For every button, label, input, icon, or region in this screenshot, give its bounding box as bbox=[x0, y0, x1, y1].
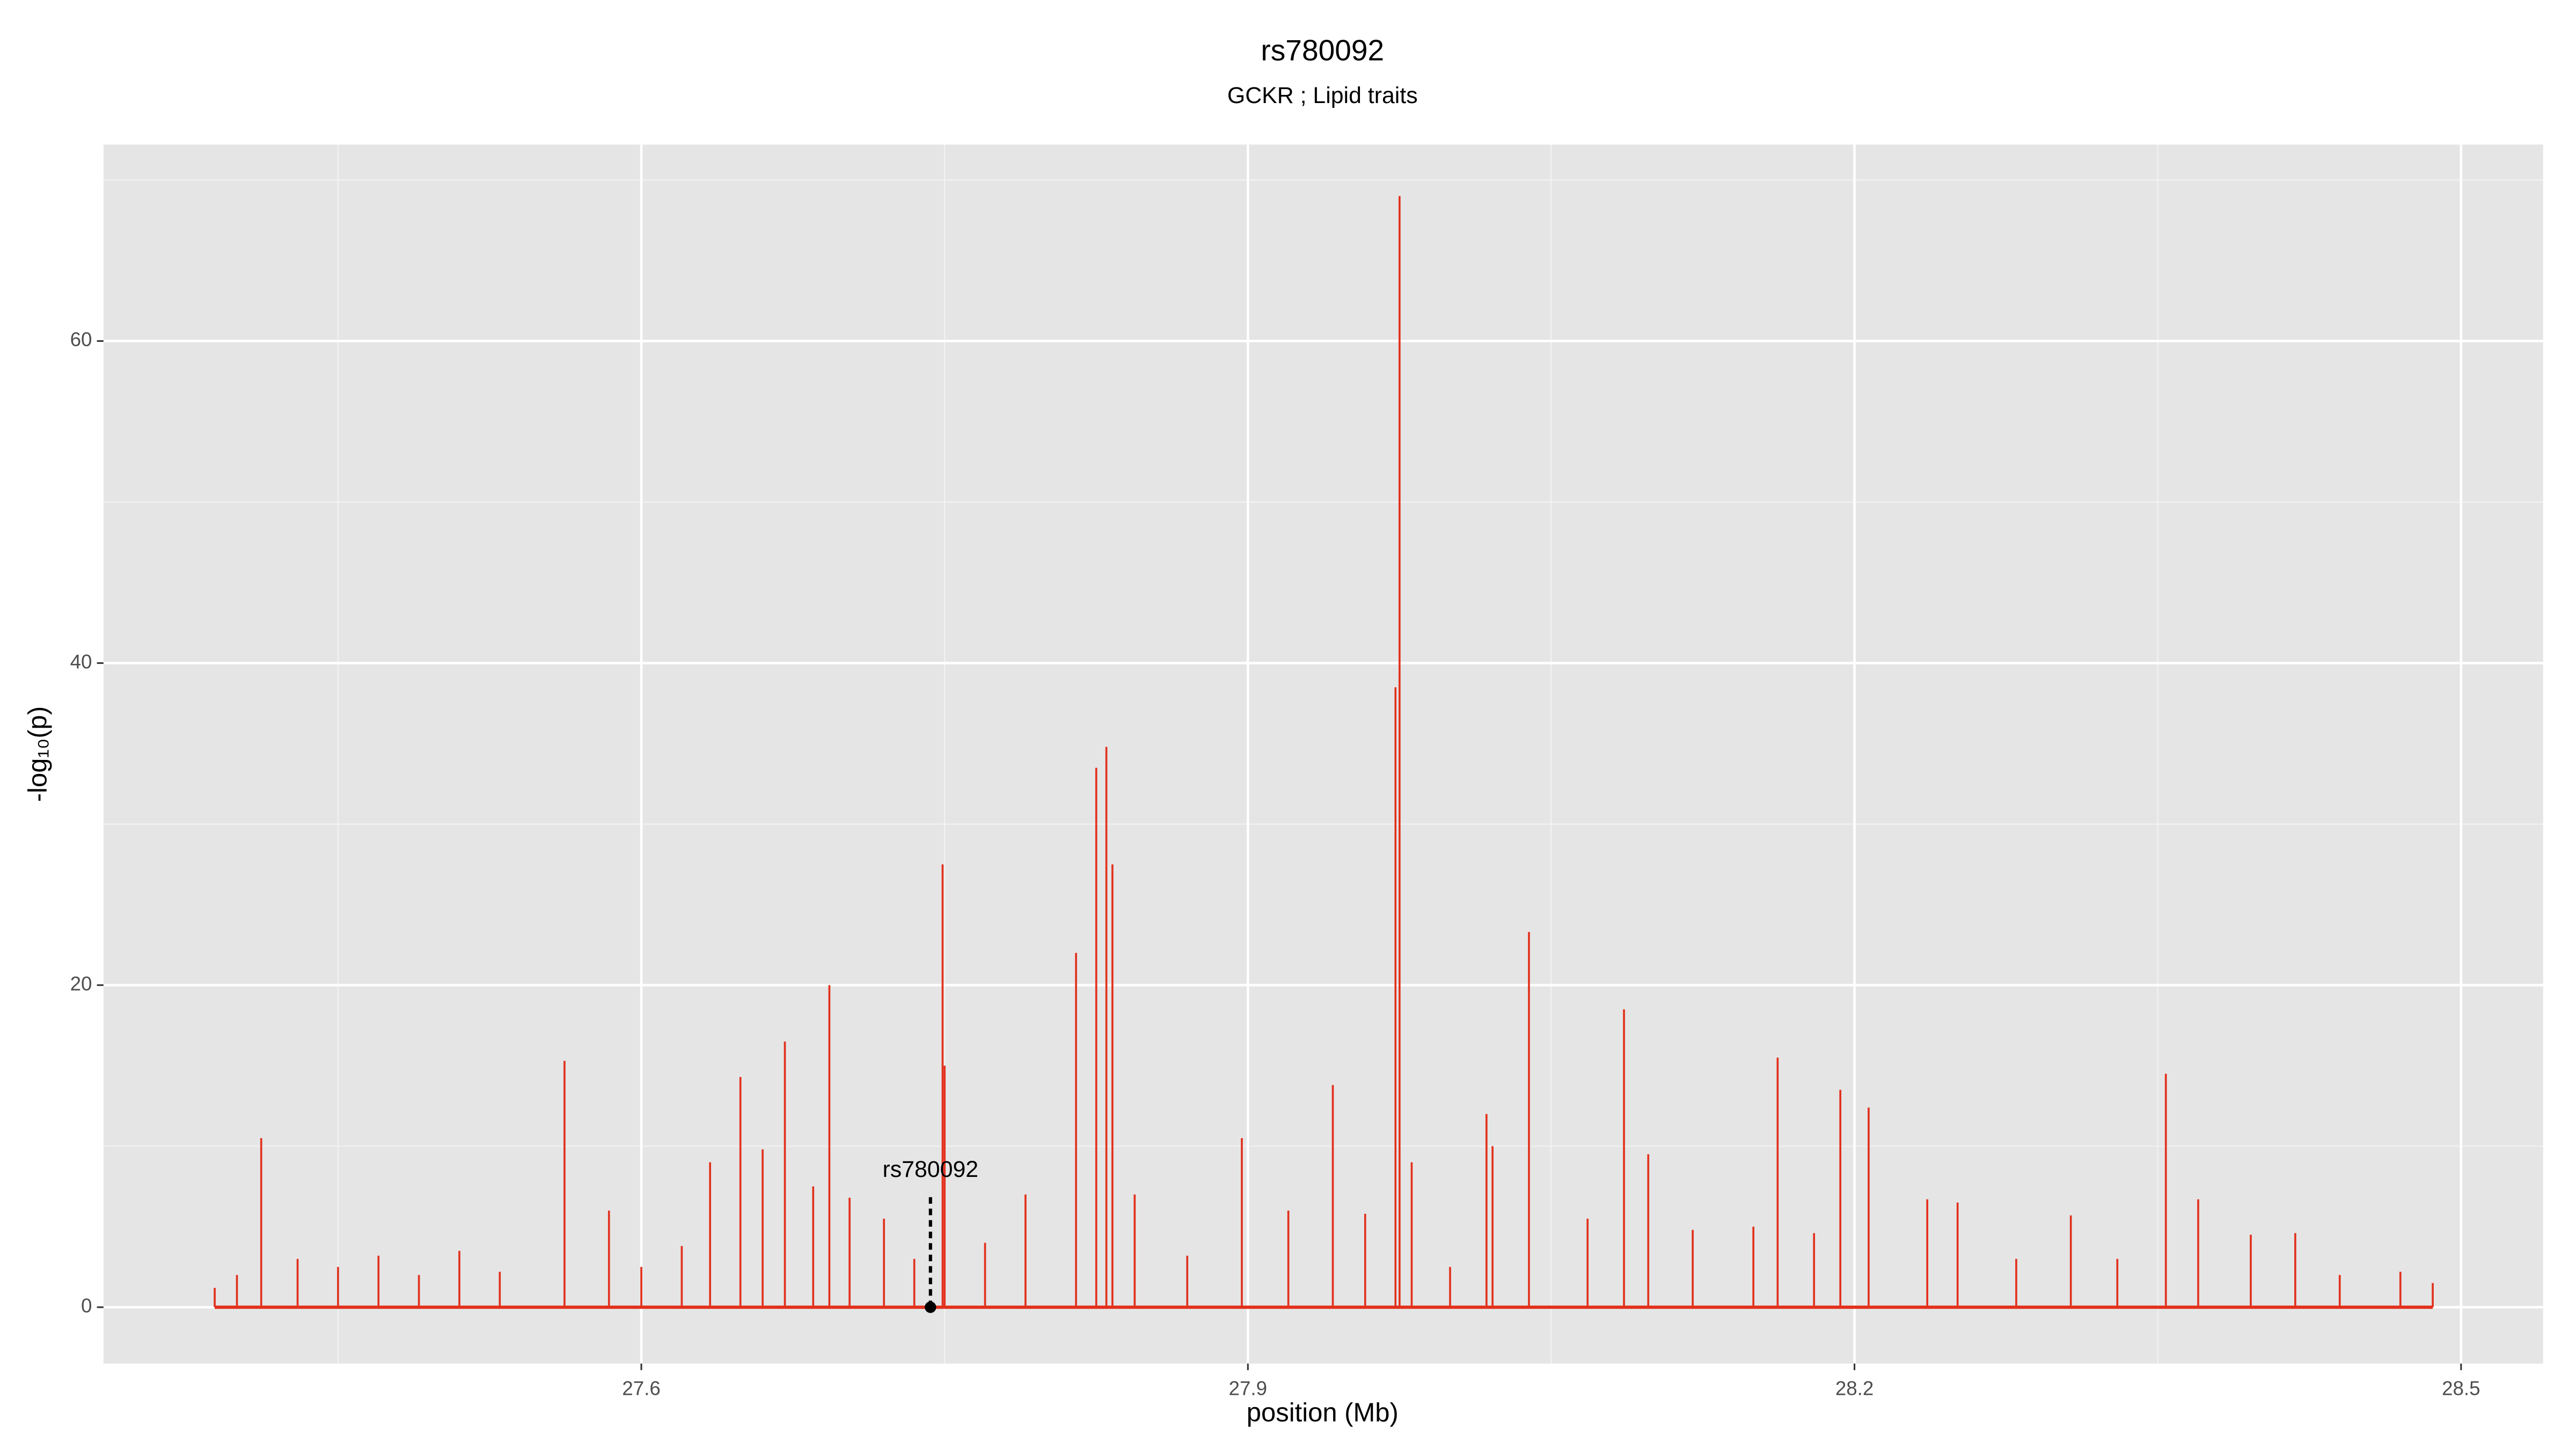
x-tick-label: 27.6 bbox=[622, 1377, 660, 1399]
annotation-label: rs780092 bbox=[882, 1157, 978, 1182]
y-tick-label: 40 bbox=[70, 650, 92, 672]
x-tick-label: 28.2 bbox=[1835, 1377, 1874, 1399]
chart-title: rs780092 bbox=[1261, 34, 1384, 67]
panel bbox=[103, 144, 2543, 1364]
x-axis-title: position (Mb) bbox=[1247, 1399, 1399, 1428]
y-tick-label: 0 bbox=[81, 1295, 92, 1317]
annotation-point bbox=[925, 1301, 936, 1313]
x-tick-label: 27.9 bbox=[1229, 1377, 1267, 1399]
chart-subtitle: GCKR ; Lipid traits bbox=[1227, 83, 1418, 108]
y-tick-label: 20 bbox=[70, 972, 92, 994]
x-tick-label: 28.5 bbox=[2442, 1377, 2480, 1399]
y-tick-label: 60 bbox=[70, 328, 92, 350]
y-axis-title: -log₁₀(p) bbox=[23, 706, 52, 802]
